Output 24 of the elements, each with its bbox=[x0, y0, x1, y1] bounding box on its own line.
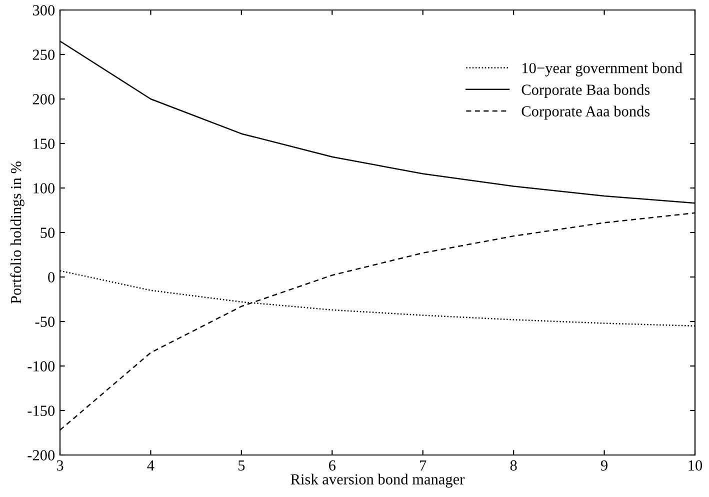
x-tick-label: 3 bbox=[56, 460, 64, 471]
y-tick-label: 100 bbox=[34, 183, 55, 194]
legend-label: Corporate Aaa bonds bbox=[522, 106, 650, 120]
y-tick-label: 0 bbox=[48, 272, 55, 282]
x-tick-label: 8 bbox=[510, 460, 517, 471]
x-tick-label: 6 bbox=[328, 460, 336, 471]
y-tick-label: 200 bbox=[32, 94, 55, 104]
x-tick-label: 9 bbox=[600, 460, 608, 471]
y-tick-label: -100 bbox=[28, 361, 55, 372]
y-tick-label: 300 bbox=[32, 5, 55, 16]
x-tick-label: 5 bbox=[238, 460, 245, 471]
x-tick-label: 10 bbox=[688, 460, 702, 471]
y-tick-label: -200 bbox=[28, 450, 55, 460]
y-axis-title: Portfolio holdings in % bbox=[10, 162, 24, 304]
y-tick-label: 250 bbox=[32, 50, 55, 60]
x-tick-label: 7 bbox=[420, 460, 426, 470]
x-axis-title: Risk aversion bond manager bbox=[290, 474, 465, 488]
y-tick-label: -50 bbox=[35, 316, 55, 327]
y-tick-label: 50 bbox=[40, 228, 55, 238]
legend-label: 10−year government bond bbox=[522, 62, 682, 76]
x-tick-label: 4 bbox=[147, 460, 154, 470]
y-tick-label: 150 bbox=[34, 138, 55, 149]
y-tick-label: -150 bbox=[28, 406, 55, 416]
legend-label: Corporate Baa bonds bbox=[522, 84, 650, 98]
